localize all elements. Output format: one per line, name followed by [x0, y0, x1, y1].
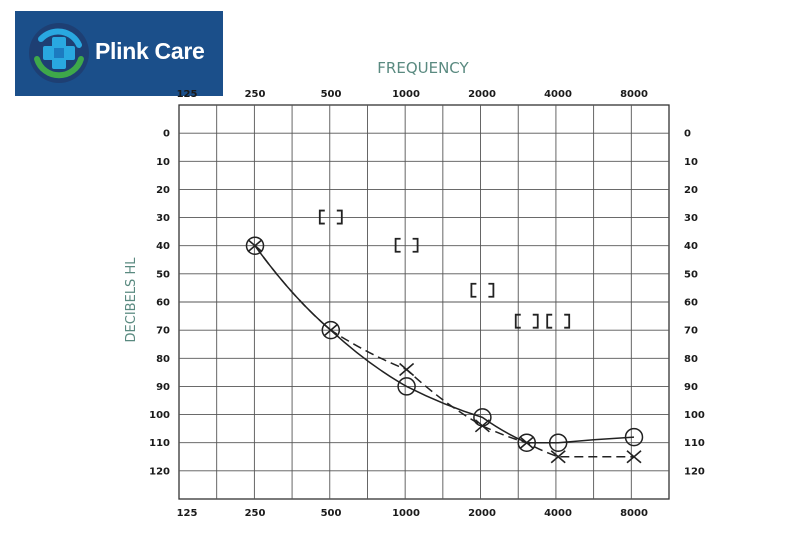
chart-grid [178, 104, 670, 500]
x-marker [247, 239, 263, 253]
x-tick-label-top: 8000 [620, 89, 648, 100]
y-tick-label-right: 100 [684, 410, 705, 421]
bracket-marker [514, 313, 539, 329]
x-tick-label-top: 125 [177, 89, 198, 100]
bracket-marker [470, 282, 495, 298]
x-tick-label-top: 4000 [544, 89, 572, 100]
y-tick-label-left: 30 [156, 213, 170, 224]
y-tick-label-left: 90 [156, 382, 170, 393]
series-line-solid [254, 245, 635, 444]
y-tick-label-right: 20 [684, 185, 698, 196]
x-tick-label-top: 2000 [468, 89, 496, 100]
x-tick-label-bottom: 8000 [620, 508, 648, 519]
x-tick-label-bottom: 250 [245, 508, 266, 519]
y-tick-label-left: 100 [149, 410, 170, 421]
y-tick-label-left: 60 [156, 298, 170, 309]
y-tick-label-right: 10 [684, 157, 698, 168]
bracket-marker [318, 209, 343, 225]
plink-care-logo: Plink Care [15, 11, 223, 96]
medical-cross-icon [29, 23, 89, 83]
circle-marker [517, 433, 536, 452]
x-tick-label-bottom: 4000 [544, 508, 572, 519]
x-tick-label-bottom: 500 [321, 508, 342, 519]
x-marker [550, 450, 566, 464]
x-marker [323, 323, 339, 337]
series-line-dashed [254, 245, 634, 458]
x-marker [474, 419, 490, 433]
data-series [245, 209, 644, 464]
y-tick-label-left: 70 [156, 326, 170, 337]
x-marker [399, 362, 415, 377]
y-tick-label-right: 0 [684, 129, 691, 140]
bracket-marker [546, 313, 571, 329]
y-tick-label-right: 60 [684, 298, 698, 309]
y-tick-label-left: 40 [156, 241, 170, 252]
tick-labels: 1251252502505005001000100020002000400040… [149, 89, 705, 519]
y-tick-label-right: 70 [684, 326, 698, 337]
y-tick-label-left: 0 [163, 129, 170, 140]
y-tick-label-left: 10 [156, 157, 170, 168]
y-tick-label-right: 30 [684, 213, 698, 224]
y-tick-label-right: 90 [684, 382, 698, 393]
circle-marker [397, 377, 416, 396]
brand-name: Plink Care [95, 38, 205, 64]
circle-marker [548, 433, 568, 452]
y-tick-label-left: 50 [156, 269, 170, 280]
y-tick-label-left: 20 [156, 185, 170, 196]
x-tick-label-top: 500 [321, 89, 342, 100]
y-tick-label-right: 110 [684, 438, 705, 449]
y-tick-label-right: 120 [684, 466, 705, 477]
x-tick-label-top: 1000 [392, 89, 420, 100]
chart-title: FREQUENCY [377, 59, 469, 77]
x-tick-label-top: 250 [245, 89, 266, 100]
circle-marker [245, 236, 265, 255]
x-marker [519, 436, 535, 450]
y-tick-label-left: 110 [149, 438, 170, 449]
y-tick-label-right: 40 [684, 241, 698, 252]
y-tick-label-left: 80 [156, 354, 170, 365]
x-tick-label-bottom: 2000 [468, 508, 496, 519]
circle-marker [624, 427, 644, 447]
y-tick-label-right: 50 [684, 269, 698, 280]
x-tick-label-bottom: 1000 [392, 508, 420, 519]
x-tick-label-bottom: 125 [177, 508, 198, 519]
y-tick-label-right: 80 [684, 354, 698, 365]
circle-marker [321, 320, 341, 340]
y-axis-label: DECIBELS HL [124, 257, 139, 343]
y-tick-label-left: 120 [149, 466, 170, 477]
bracket-marker [394, 237, 419, 253]
x-marker [626, 450, 642, 464]
